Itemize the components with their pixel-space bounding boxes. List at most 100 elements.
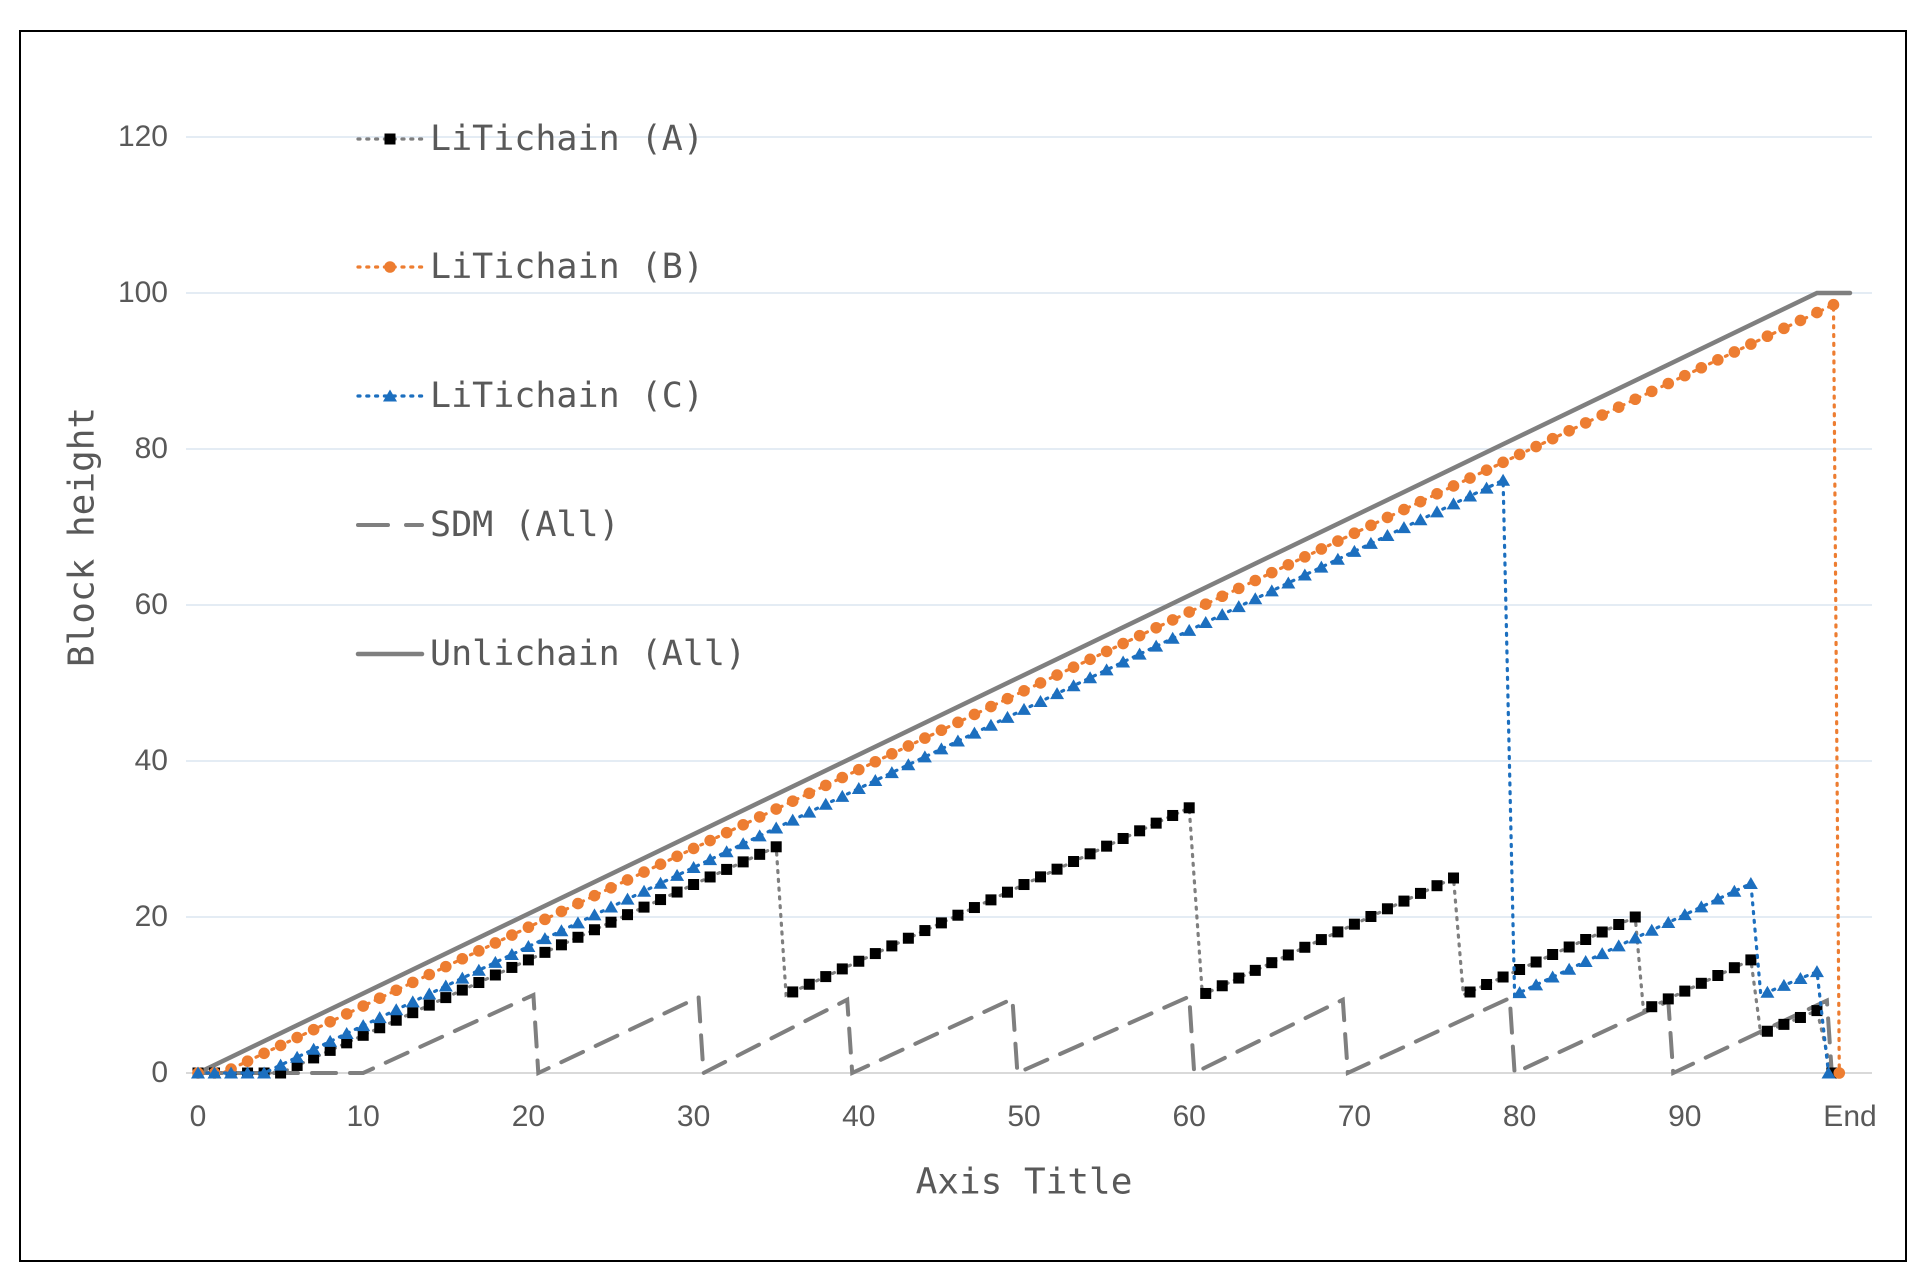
series-marker-1 (605, 882, 617, 894)
series-marker-2 (290, 1050, 305, 1063)
series-marker-1 (555, 905, 568, 918)
series-marker-0 (688, 879, 700, 890)
series-marker-1 (373, 992, 386, 1004)
series-marker-2 (1347, 544, 1362, 557)
series-marker-2 (455, 971, 470, 984)
series-marker-0 (572, 931, 584, 943)
series-marker-1 (853, 763, 865, 776)
series-marker-1 (489, 937, 502, 949)
series-marker-2 (769, 821, 784, 834)
series-marker-0 (1431, 880, 1443, 892)
series-marker-1 (1513, 448, 1526, 461)
series-marker-1 (406, 976, 419, 989)
series-marker-2 (1793, 971, 1808, 984)
series-marker-1 (274, 1039, 287, 1052)
series-marker-1 (1761, 330, 1774, 343)
series-marker-1 (720, 826, 733, 839)
series-marker-0 (522, 954, 534, 966)
series-marker-2 (1149, 639, 1164, 652)
series-marker-1 (869, 755, 882, 768)
series-marker-1 (671, 850, 683, 863)
series-marker-2 (934, 742, 949, 755)
series-marker-2 (1033, 695, 1048, 708)
series-marker-2 (389, 1003, 404, 1016)
series-marker-1 (654, 858, 667, 870)
series-marker-2 (587, 908, 602, 921)
series-marker-0 (1745, 954, 1757, 966)
series-marker-0 (605, 916, 617, 928)
series-marker-1 (1117, 637, 1129, 650)
series-marker-2 (1215, 608, 1230, 621)
series-marker-2 (1297, 568, 1312, 581)
series-marker-0 (1481, 979, 1493, 990)
series-marker-0 (291, 1059, 303, 1071)
series-marker-2 (1727, 884, 1742, 897)
series-marker-1 (1183, 606, 1195, 618)
series-marker-1 (803, 787, 816, 800)
series-marker-1 (770, 803, 782, 815)
series-marker-1 (522, 921, 535, 934)
series-marker-1 (588, 889, 601, 902)
series-marker-1 (786, 795, 799, 807)
series-marker-0 (1414, 887, 1426, 899)
series-marker-1 (902, 740, 915, 752)
series-marker-1 (440, 960, 452, 973)
series-marker-2 (1611, 939, 1626, 952)
series-marker-1 (919, 732, 931, 744)
series-marker-1 (638, 866, 650, 878)
series-marker-0 (1249, 964, 1261, 976)
series-marker-2 (1248, 592, 1263, 605)
series-marker-1 (836, 771, 849, 784)
series-marker-0 (1216, 980, 1228, 992)
series-marker-2 (736, 837, 751, 850)
series-marker-1 (1133, 629, 1146, 642)
series-marker-0 (853, 955, 865, 967)
series-marker-1 (1447, 480, 1460, 492)
series-marker-0 (1563, 941, 1575, 953)
series-marker-0 (952, 909, 964, 921)
series-marker-2 (240, 1066, 255, 1079)
y-tick-label: 0 (151, 1056, 168, 1089)
series-marker-2 (570, 916, 585, 929)
legend-sample-marker-0 (384, 133, 396, 145)
series-marker-2 (1628, 931, 1643, 944)
series-marker-0 (390, 1014, 402, 1026)
series-marker-2 (1116, 655, 1131, 668)
series-marker-1 (473, 945, 485, 957)
series-marker-2 (1264, 584, 1279, 597)
series-marker-1 (572, 897, 584, 910)
series-marker-1 (1018, 685, 1030, 697)
series-marker-1 (1365, 519, 1377, 532)
series-marker-1 (1546, 432, 1559, 445)
series-marker-1 (1612, 401, 1625, 413)
series-marker-1 (1332, 535, 1344, 547)
series-marker-1 (1778, 322, 1790, 335)
series-marker-2 (868, 774, 883, 787)
series-marker-0 (588, 924, 600, 936)
series-marker-0 (1613, 919, 1625, 930)
series-marker-1 (1051, 669, 1063, 681)
series-marker-0 (919, 925, 931, 937)
legend-label-sdm: SDM (All) (430, 505, 620, 545)
series-marker-1 (1299, 551, 1311, 563)
legend-label-litichain-c: LiTichain (C) (430, 376, 704, 416)
series-marker-2 (1710, 892, 1725, 905)
y-tick-label: 120 (117, 120, 168, 153)
series-marker-2 (1066, 679, 1081, 692)
legend-label-litichain-a: LiTichain (A) (430, 119, 704, 159)
series-marker-0 (1530, 956, 1542, 968)
series-marker-2 (1281, 576, 1296, 589)
series-marker-2 (1380, 529, 1395, 542)
series-marker-0 (770, 841, 782, 853)
series-marker-2 (273, 1058, 288, 1071)
y-tick-label: 100 (117, 276, 168, 309)
series-marker-0 (737, 856, 749, 868)
series-marker-2 (488, 955, 503, 968)
series-marker-0 (1811, 1005, 1823, 1017)
series-marker-0 (456, 984, 468, 996)
series-marker-2 (323, 1034, 338, 1047)
x-tick-label: 0 (189, 1100, 207, 1133)
series-marker-1 (456, 952, 469, 965)
series-marker-0 (820, 971, 832, 983)
series-marker-1 (737, 818, 749, 831)
